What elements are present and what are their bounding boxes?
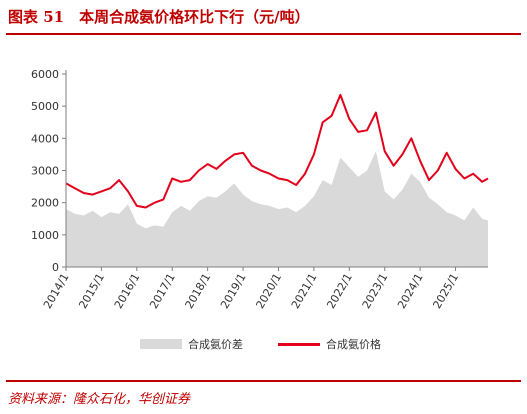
legend-item-price-spread: 合成氨价差 [140, 336, 243, 352]
x-tick-label: 2020/1 [253, 271, 284, 311]
x-tick-label: 2025/1 [431, 271, 462, 311]
legend-swatch-line [278, 342, 320, 346]
series-line-price [65, 93, 489, 209]
legend-label-price: 合成氨价格 [326, 338, 381, 351]
x-tick-label: 2022/1 [324, 271, 355, 311]
x-tick-label: 2014/1 [41, 271, 72, 311]
source-note: 资料来源：隆众石化，华创证券 [8, 392, 191, 407]
y-tick-label: 1000 [31, 229, 59, 242]
figure-header: 图表 51 本周合成氨价格环比下行（元/吨） [0, 0, 527, 35]
x-tick-label: 2023/1 [360, 271, 391, 311]
x-tick-label: 2021/1 [289, 271, 320, 311]
x-tick-label: 2015/1 [76, 271, 107, 311]
y-tick-label: 3000 [31, 165, 59, 178]
legend-swatch-area [140, 339, 182, 349]
y-tick-label: 4000 [31, 132, 59, 145]
series-area-price-spread [66, 151, 488, 267]
footer-rule [6, 380, 521, 382]
y-tick-label: 2000 [31, 197, 59, 210]
x-tick-label: 2019/1 [218, 271, 249, 311]
chart-legend: 合成氨价差 合成氨价格 [0, 336, 527, 354]
header-rule [6, 33, 521, 35]
y-tick-label: 0 [52, 261, 59, 274]
figure-title: 图表 51 本周合成氨价格环比下行（元/吨） [8, 8, 310, 26]
legend-label-price-spread: 合成氨价差 [188, 338, 243, 351]
x-tick-label: 2017/1 [147, 271, 178, 311]
x-tick-label: 2016/1 [112, 271, 143, 311]
y-tick-label: 5000 [31, 100, 59, 113]
x-tick-label: 2018/1 [183, 271, 214, 311]
y-tick-label: 6000 [31, 68, 59, 81]
legend-item-price: 合成氨价格 [278, 336, 381, 352]
x-tick-label: 2024/1 [395, 271, 426, 311]
